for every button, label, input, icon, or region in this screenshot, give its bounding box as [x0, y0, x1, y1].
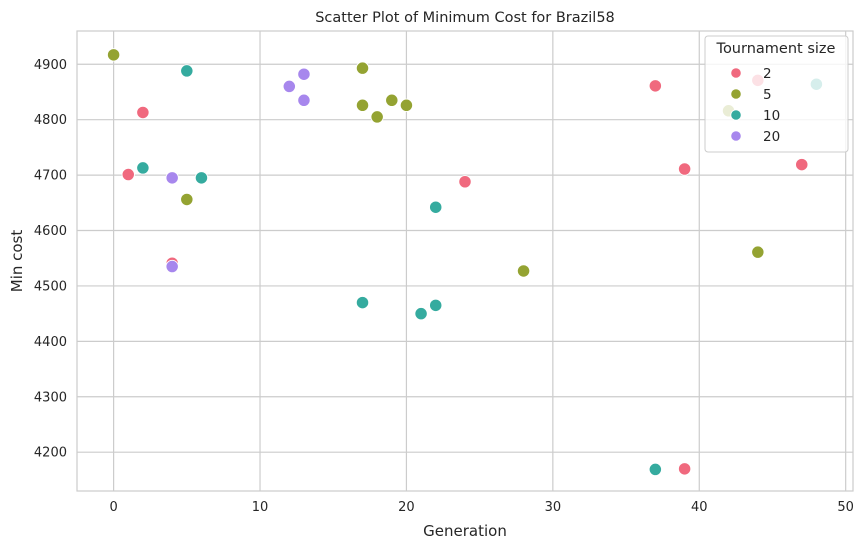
- scatter-point-size-2: [648, 79, 662, 93]
- legend-box: [704, 35, 849, 153]
- scatter-point-size-10: [648, 462, 662, 477]
- scatter-point-size-2: [677, 162, 692, 176]
- scatter-point-size-10: [194, 171, 209, 185]
- scatter-point-size-20: [282, 79, 296, 94]
- scatter-point-size-20: [297, 93, 311, 107]
- scatter-point-size-5: [355, 98, 370, 112]
- scatter-point-size-2: [136, 105, 150, 120]
- y-tick-label: 4900: [34, 58, 67, 73]
- scatter-point-size-5: [106, 48, 121, 62]
- scatter-point-size-2: [121, 167, 135, 182]
- legend-marker: [730, 88, 742, 100]
- scatter-point-size-10: [180, 64, 194, 78]
- scatter-point-size-10: [355, 295, 370, 310]
- x-tick-label: 10: [252, 500, 269, 515]
- x-tick-label: 40: [691, 500, 708, 515]
- legend-title: Tournament size: [716, 41, 836, 57]
- scatter-point-size-5: [516, 264, 531, 278]
- x-tick-label: 0: [109, 500, 117, 515]
- y-tick-label: 4200: [34, 446, 67, 461]
- y-tick-label: 4300: [34, 390, 67, 405]
- scatter-point-size-5: [355, 61, 370, 75]
- scatter-point-size-10: [429, 200, 443, 214]
- scatter-point-size-5: [180, 192, 194, 207]
- legend-label: 20: [763, 129, 780, 145]
- scatter-point-size-10: [414, 307, 428, 321]
- grid-lines: [77, 31, 853, 491]
- legend-label: 10: [763, 108, 780, 124]
- y-tick-label: 4600: [34, 224, 67, 239]
- x-axis-title: Generation: [423, 522, 507, 540]
- legend-marker: [730, 67, 742, 79]
- scatter-point-size-5: [385, 93, 399, 107]
- legend-marker: [730, 130, 742, 142]
- scatter-point-size-5: [399, 98, 414, 112]
- legend-label: 5: [763, 87, 772, 103]
- x-tick-label: 30: [545, 500, 562, 515]
- legend-label: 2: [763, 66, 772, 82]
- y-tick-label: 4400: [34, 335, 67, 350]
- legend: Tournament size 2 5 10 20: [704, 35, 849, 153]
- y-tick-label: 4500: [34, 279, 67, 294]
- x-tick-label: 20: [398, 500, 415, 515]
- scatter-point-size-5: [751, 245, 765, 259]
- scatter-point-size-2: [458, 175, 472, 189]
- legend-marker: [730, 109, 742, 121]
- y-tick-label: 4700: [34, 169, 67, 184]
- scatter-point-size-5: [370, 110, 384, 124]
- chart-title: Scatter Plot of Minimum Cost for Brazil5…: [315, 10, 615, 26]
- scatter-point-size-10: [429, 298, 443, 312]
- y-tick-labels: 4200 4300 4400 4500 4600 4700 4800 4900: [34, 58, 67, 461]
- scatter-point-size-2: [795, 157, 809, 172]
- x-tick-label: 50: [837, 500, 854, 515]
- scatter-point-size-20: [165, 171, 179, 185]
- scatter-point-size-20: [297, 67, 311, 81]
- scatter-point-size-20: [165, 259, 179, 274]
- x-tick-labels: 0 10 20 30 40 50: [109, 500, 853, 515]
- y-axis-title: Min cost: [8, 230, 26, 293]
- scatter-point-size-10: [136, 161, 150, 175]
- scatter-point-size-2: [677, 462, 692, 476]
- y-tick-label: 4800: [34, 113, 67, 128]
